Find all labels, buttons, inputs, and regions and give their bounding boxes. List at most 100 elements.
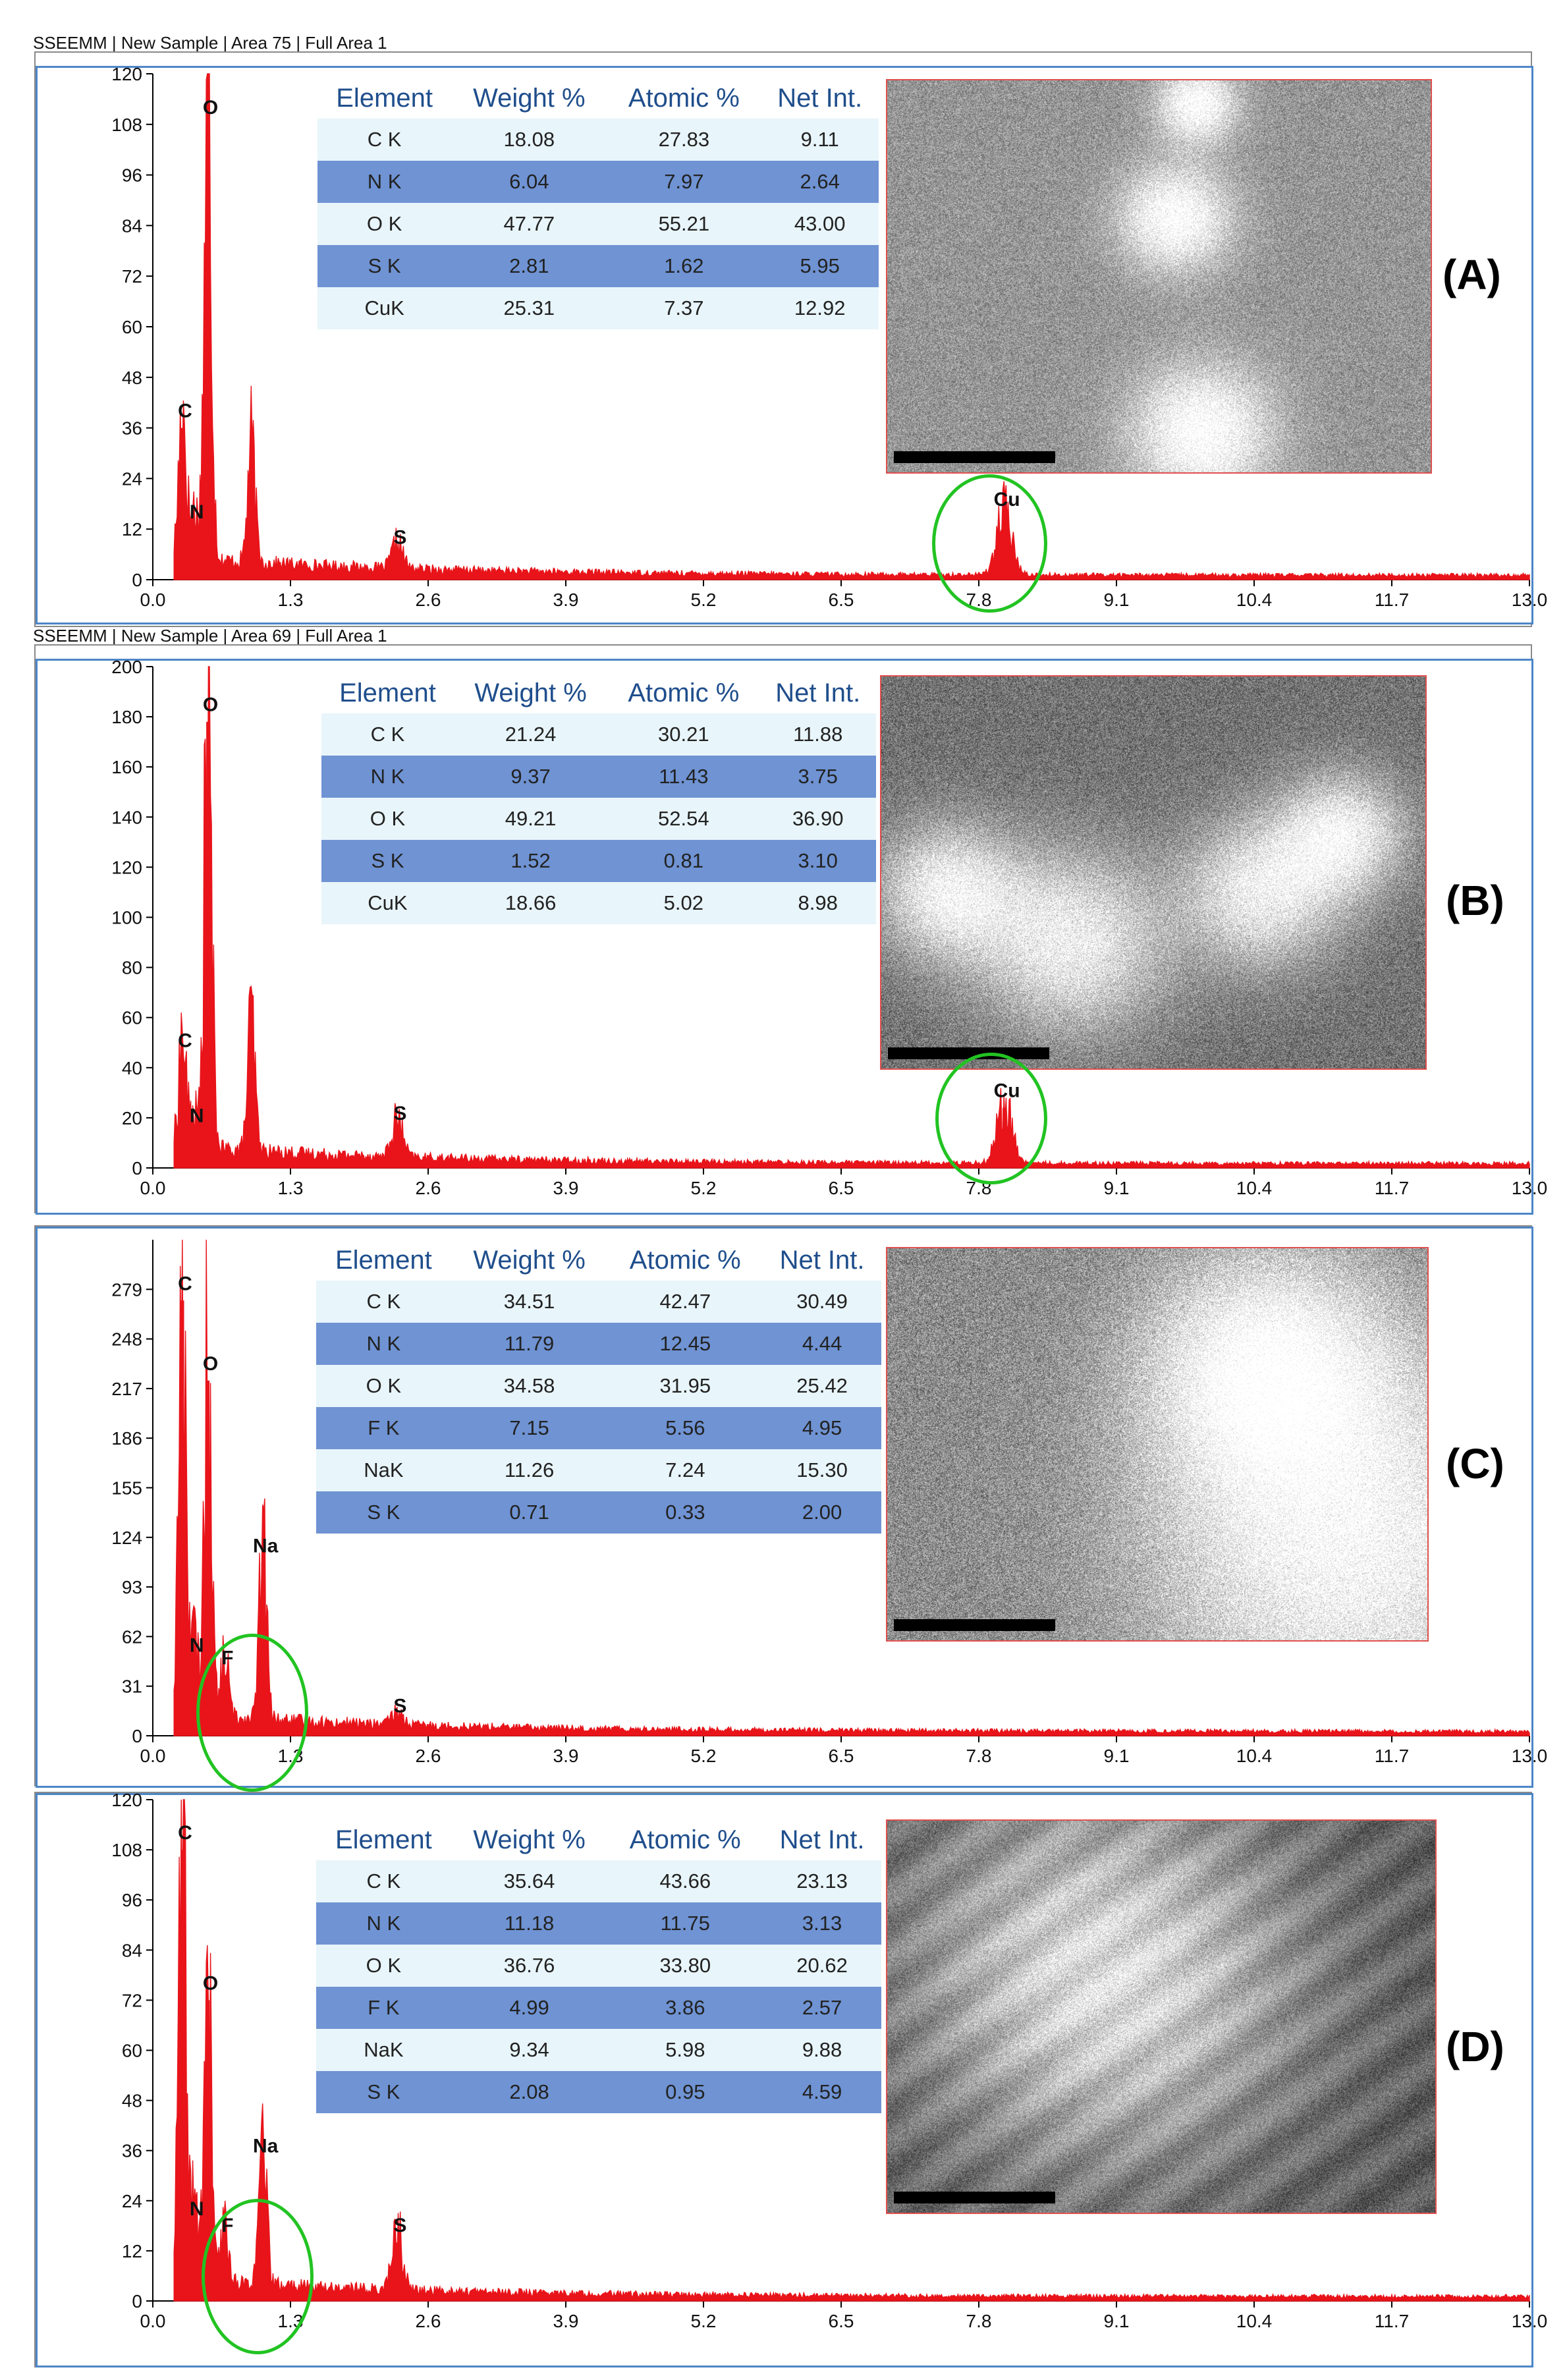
table-cell: 30.21 [607,713,760,756]
table-cell: O K [316,1945,451,1987]
table-header-row: Element Weight % Atomic % Net Int. [317,78,879,119]
table-cell: C K [316,1860,451,1902]
table-row: C K 34.51 42.47 30.49 [316,1281,881,1323]
scale-bar [894,1619,1055,1631]
sem-micrograph [880,675,1427,1070]
quantification-table: Element Weight % Atomic % Net Int. C K 34.51 4… [316,1240,881,1534]
column-header: Atomic % [607,1819,763,1860]
column-header: Element [316,1240,451,1281]
table-row: N K 6.04 7.97 2.64 [317,161,879,203]
table-row: S K 2.08 0.95 4.59 [316,2071,881,2113]
table-row: CuK 25.31 7.37 12.92 [317,287,879,329]
table-cell: 0.33 [607,1491,763,1534]
table-cell: 9.37 [453,756,608,798]
table-cell: 23.13 [763,1860,881,1902]
table-row: O K 47.77 55.21 43.00 [317,203,879,245]
table-cell: 3.10 [759,840,876,882]
column-header: Weight % [451,1240,608,1281]
panel-label: (A) [1443,251,1501,298]
column-header: Weight % [453,673,608,713]
table-cell: 34.51 [451,1281,608,1323]
table-cell: F K [316,1407,451,1449]
table-cell: 55.21 [607,203,761,245]
table-cell: 1.52 [453,840,608,882]
table-cell: 2.08 [451,2071,608,2113]
table-cell: 11.88 [759,713,876,756]
table-cell: 5.98 [607,2029,763,2071]
table-cell: 4.59 [763,2071,881,2113]
highlight-ring [935,1053,1047,1184]
table-cell: 7.24 [607,1449,763,1491]
column-header: Element [316,1819,451,1860]
table-cell: 11.43 [607,756,760,798]
table-cell: 0.95 [607,2071,763,2113]
table-header-row: Element Weight % Atomic % Net Int. [316,1240,881,1281]
table-cell: 0.71 [451,1491,608,1534]
table-cell: 27.83 [607,119,761,161]
quantification-table: Element Weight % Atomic % Net Int. C K 35.64 4… [316,1819,881,2113]
table-row: O K 49.21 52.54 36.90 [321,798,876,840]
table-cell: 2.64 [761,161,879,203]
table-cell: C K [317,119,452,161]
table-row: O K 36.76 33.80 20.62 [316,1945,881,1987]
panel-label: (B) [1446,877,1504,924]
table-cell: C K [321,713,454,756]
table-cell: 30.49 [763,1281,881,1323]
scale-bar [894,2192,1055,2203]
table-cell: O K [321,798,454,840]
column-header: Element [317,78,452,119]
table-cell: 5.02 [607,882,760,924]
column-header: Atomic % [607,673,760,713]
column-header: Net Int. [763,1819,881,1860]
table-row: N K 11.18 11.75 3.13 [316,1902,881,1945]
table-cell: 3.13 [763,1902,881,1945]
table-cell: 3.75 [759,756,876,798]
table-cell: 12.92 [761,287,879,329]
table-cell: S K [321,840,454,882]
table-cell: 6.04 [451,161,607,203]
panel-title: SSEEMM | New Sample | Area 75 | Full Are… [33,33,387,53]
table-cell: S K [317,245,452,287]
table-cell: 5.56 [607,1407,763,1449]
table-cell: 9.34 [451,2029,608,2071]
table-cell: NaK [316,1449,451,1491]
column-header: Weight % [451,1819,608,1860]
panel-label: (D) [1446,2023,1504,2070]
table-cell: 7.15 [451,1407,608,1449]
column-header: Net Int. [763,1240,881,1281]
table-row: N K 9.37 11.43 3.75 [321,756,876,798]
table-cell: 36.90 [759,798,876,840]
table-cell: 9.11 [761,119,879,161]
quantification-table: Element Weight % Atomic % Net Int. C K 21.24 3… [321,673,876,924]
table-cell: 8.98 [759,882,876,924]
table-cell: N K [316,1323,451,1365]
column-header: Atomic % [607,78,761,119]
table-cell: 4.99 [451,1987,608,2029]
table-cell: 47.77 [451,203,607,245]
table-row: NaK 11.26 7.24 15.30 [316,1449,881,1491]
highlight-ring [932,474,1047,613]
table-row: S K 0.71 0.33 2.00 [316,1491,881,1534]
table-cell: C K [316,1281,451,1323]
table-cell: 35.64 [451,1860,608,1902]
table-cell: 33.80 [607,1945,763,1987]
table-cell: 11.18 [451,1902,608,1945]
table-cell: 4.44 [763,1323,881,1365]
sem-micrograph [886,1247,1429,1642]
table-row: F K 7.15 5.56 4.95 [316,1407,881,1449]
table-cell: N K [321,756,454,798]
table-cell: 25.31 [451,287,607,329]
table-cell: 12.45 [607,1323,763,1365]
table-cell: 9.88 [763,2029,881,2071]
table-row: N K 11.79 12.45 4.44 [316,1323,881,1365]
table-cell: S K [316,2071,451,2113]
table-cell: 0.81 [607,840,760,882]
table-cell: CuK [321,882,454,924]
table-cell: CuK [317,287,452,329]
highlight-ring [202,2199,314,2354]
table-cell: 31.95 [607,1365,763,1407]
table-cell: 36.76 [451,1945,608,1987]
panel-title: SSEEMM | New Sample | Area 69 | Full Are… [33,626,387,646]
table-cell: 7.37 [607,287,761,329]
table-cell: 2.00 [763,1491,881,1534]
